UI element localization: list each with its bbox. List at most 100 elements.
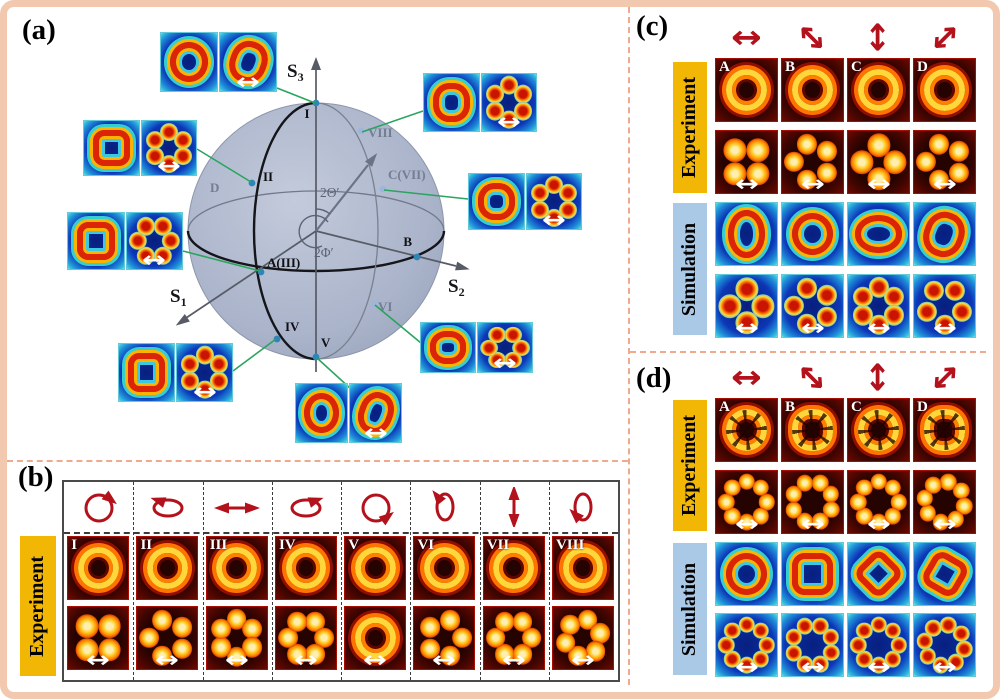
analyzer-arrow-icon: ↔ bbox=[800, 316, 825, 338]
panel-d-exp_row1-B: B bbox=[781, 398, 844, 462]
direction-arrow-glyph: ↔ bbox=[731, 358, 762, 396]
intensity-lobe bbox=[932, 656, 949, 674]
intensity-lobe bbox=[544, 208, 563, 228]
polarization-cell-I bbox=[64, 482, 133, 532]
ring-mode bbox=[424, 546, 465, 590]
intensity-lobe bbox=[785, 485, 803, 503]
column-divider bbox=[202, 482, 204, 680]
beam-image-ring: II bbox=[136, 536, 199, 600]
beam-image-ring: V bbox=[344, 536, 407, 600]
intensity-lobe bbox=[512, 643, 533, 665]
panel-divider-vertical bbox=[628, 7, 630, 685]
intensity-lobe bbox=[883, 150, 907, 174]
intensity-lobe bbox=[746, 138, 770, 162]
inset-VIII-intensity bbox=[423, 73, 480, 132]
image-corner-label: VIII bbox=[555, 537, 585, 553]
intensity-lobe bbox=[928, 134, 949, 155]
intensity-lobe bbox=[485, 627, 506, 649]
beam-image-ring: C bbox=[847, 58, 910, 122]
intensity-lobe bbox=[928, 169, 949, 190]
sphere-point-label-I: I bbox=[304, 106, 309, 121]
intensity-lobe bbox=[724, 651, 741, 668]
panel-d-exp_row1-D: D bbox=[913, 398, 976, 462]
beam-image-ring: VIII bbox=[551, 536, 614, 600]
intensity-lobe bbox=[866, 166, 891, 191]
axis-label-s1: S1 bbox=[170, 286, 187, 309]
beam-image-ring bbox=[67, 212, 125, 270]
intensity-lobe bbox=[209, 354, 228, 374]
analyzer-arrow-icon: ↔ bbox=[734, 512, 759, 534]
divider-a-b bbox=[7, 460, 628, 462]
panel-d-sim_row1-C bbox=[847, 542, 910, 606]
intensity-lobe bbox=[852, 286, 873, 307]
s3-arrowhead-icon bbox=[311, 57, 321, 70]
panel-b-row2-VII: ↔ bbox=[482, 606, 545, 670]
intensity-lobe bbox=[947, 510, 964, 528]
intensity-lobe bbox=[242, 637, 263, 658]
analyzer-arrow-icon: ↔ bbox=[496, 110, 521, 132]
image-corner-label: A bbox=[719, 59, 730, 75]
connector-line-II bbox=[196, 148, 252, 183]
sphere-point-B bbox=[413, 253, 421, 261]
panel-c-direction-arrow-h: ↔ bbox=[715, 18, 778, 56]
ring-mode bbox=[354, 546, 396, 590]
panel-d-sim_row1-B bbox=[781, 542, 844, 606]
polarization-cell-II bbox=[133, 482, 202, 532]
intensity-lobe bbox=[521, 627, 542, 649]
intensity-lobe bbox=[161, 231, 181, 251]
beam-image-dots: ↔ bbox=[480, 73, 537, 132]
intensity-lobe bbox=[884, 651, 901, 668]
beam-image-ring: B bbox=[781, 58, 844, 122]
analyzer-arrow-icon: ↔ bbox=[363, 421, 388, 443]
intensity-lobe bbox=[558, 184, 577, 203]
analyzer-arrow-icon: ↔ bbox=[734, 172, 759, 194]
intensity-lobe bbox=[172, 616, 192, 638]
intensity-lobe bbox=[784, 151, 805, 173]
polarization-icon-circle-ccw bbox=[361, 493, 394, 526]
ring-mode bbox=[169, 42, 209, 82]
beam-image-dots: ↔ bbox=[715, 130, 778, 194]
polarization-cell-IV bbox=[272, 482, 341, 532]
panel-b-row2-VIII: ↔ bbox=[551, 606, 614, 670]
analyzer-arrow-icon: ↔ bbox=[570, 648, 595, 670]
theta-angle-arc bbox=[315, 208, 331, 215]
intensity-lobe bbox=[758, 636, 775, 654]
intensity-lobe bbox=[172, 638, 192, 660]
panel-c-sim_row2-D: ↔ bbox=[913, 274, 976, 338]
panel-d-direction-arrow-d45: ↔ bbox=[913, 353, 976, 402]
intensity-lobe bbox=[947, 653, 964, 671]
polarization-icon-linear-v bbox=[508, 487, 520, 527]
meridian-front bbox=[252, 101, 317, 361]
intensity-lobe bbox=[949, 162, 970, 184]
beam-image-ring bbox=[468, 173, 525, 230]
intensity-lobe bbox=[822, 628, 840, 646]
ring-mode bbox=[791, 68, 834, 112]
panel-c-sim_row2-C: ↔ bbox=[847, 274, 910, 338]
panel-c-sim_row1-D bbox=[913, 202, 976, 266]
intensity-lobe bbox=[211, 637, 231, 658]
intensity-lobe bbox=[923, 280, 944, 302]
intensity-lobe bbox=[530, 200, 549, 219]
intensity-lobe bbox=[940, 473, 957, 491]
intensity-lobe bbox=[866, 133, 891, 158]
connector-line-VI bbox=[374, 304, 422, 344]
inset-II-intensity bbox=[83, 120, 140, 176]
ring-mode bbox=[285, 546, 327, 590]
intensity-lobe bbox=[738, 657, 755, 674]
intensity-lobe bbox=[870, 616, 887, 633]
sphere-point-label-CVII: C(VII) bbox=[388, 167, 426, 182]
intensity-lobe bbox=[724, 508, 741, 525]
panel-c-exp_row2-C: ↔ bbox=[847, 130, 910, 194]
panel-d-sim_row2-A: ↔ bbox=[715, 613, 778, 677]
panel-b-row1-I: I bbox=[67, 536, 130, 600]
intensity-lobe bbox=[868, 314, 889, 335]
intensity-lobe bbox=[746, 162, 770, 186]
intensity-lobe bbox=[136, 217, 156, 236]
beam-image-dots: ↔ bbox=[715, 470, 778, 534]
panel-b-row1-V: V bbox=[344, 536, 407, 600]
sphere-point-I bbox=[312, 99, 320, 107]
intensity-lobe bbox=[952, 625, 970, 642]
ring-mode bbox=[852, 547, 905, 601]
beam-image-ring bbox=[715, 542, 778, 606]
